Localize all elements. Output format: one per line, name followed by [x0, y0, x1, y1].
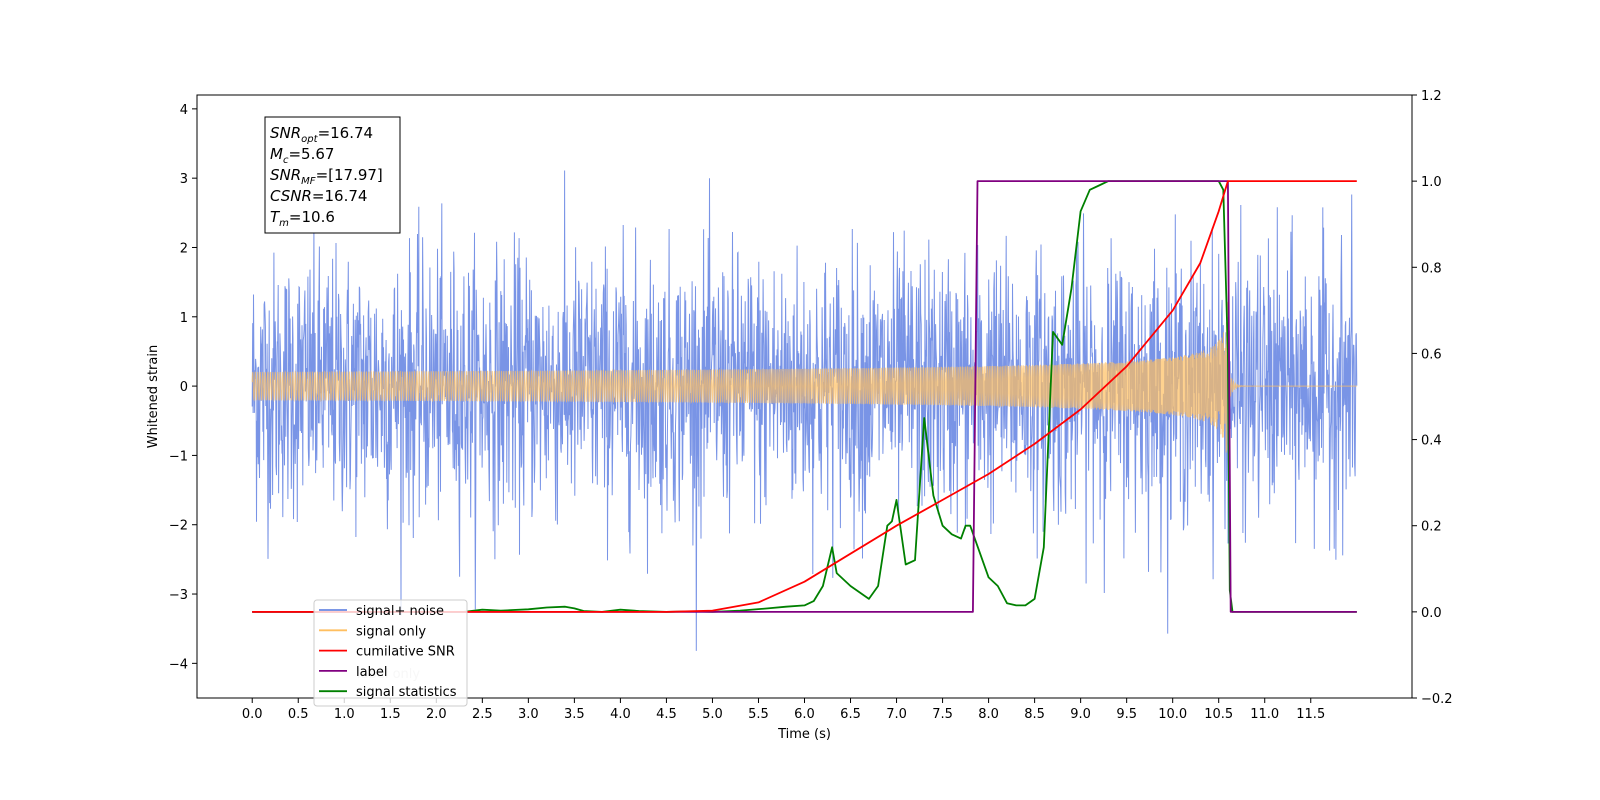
y-tick-label: 3 — [180, 172, 188, 187]
y2-tick-label: 0.4 — [1421, 434, 1442, 449]
annotation-line: Mc=5.67 — [270, 145, 334, 166]
x-tick-label: 8.5 — [1024, 707, 1045, 722]
y2-tick-label: 0.6 — [1421, 347, 1442, 362]
y2-tick-label: 0.0 — [1421, 606, 1442, 621]
metrics-annotation: SNRopt=16.74Mc=5.67SNRMF=[17.97]CSNR=16.… — [264, 116, 401, 234]
cumulative-snr-line — [252, 180, 1357, 613]
x-tick-label: 5.5 — [748, 707, 769, 722]
x-tick-label: 7.5 — [932, 707, 953, 722]
x-tick-label: 5.0 — [702, 707, 723, 722]
y-axis-left: 4 3 2 1 0 −1 −2 −3 −4 — [169, 103, 197, 672]
y-tick-label: 4 — [180, 103, 188, 118]
x-tick-label: 10.0 — [1158, 707, 1187, 722]
x-tick-label: 3.5 — [564, 707, 585, 722]
x-tick-label: 0.5 — [288, 707, 309, 722]
legend-label: cumilative SNR — [356, 645, 455, 660]
x-axis-label: Time (s) — [777, 727, 831, 742]
x-tick-label: 4.5 — [656, 707, 677, 722]
signal-only-series — [251, 301, 1357, 453]
y-axis-label: Whitened strain — [146, 345, 161, 448]
y-tick-label: −3 — [169, 588, 188, 603]
x-tick-label: 11.5 — [1296, 707, 1325, 722]
x-tick-label: 11.0 — [1250, 707, 1279, 722]
annotation-line: SNRopt=16.74 — [270, 124, 373, 145]
y2-tick-label: −0.2 — [1421, 692, 1453, 707]
x-tick-label: 1.5 — [380, 707, 401, 722]
legend-label: signal+ noise — [356, 604, 444, 619]
y-tick-label: 2 — [180, 241, 188, 256]
x-tick-label: 1.0 — [334, 707, 355, 722]
y-tick-label: −2 — [169, 519, 188, 534]
legend-box — [313, 599, 468, 707]
x-tick-label: 6.5 — [840, 707, 861, 722]
legend-label: label — [356, 665, 387, 680]
x-tick-label: 8.0 — [978, 707, 999, 722]
signal-only-line — [251, 301, 1357, 453]
x-tick-label: 0.0 — [242, 707, 263, 722]
y2-tick-label: 0.2 — [1421, 520, 1442, 535]
annotation-box — [264, 116, 401, 234]
y2-tick-label: 1.0 — [1421, 175, 1442, 190]
y2-tick-label: 0.8 — [1421, 261, 1442, 276]
x-tick-label: 4.0 — [610, 707, 631, 722]
x-tick-label: 9.5 — [1116, 707, 1137, 722]
x-axis: 0.0 0.5 1.0 1.5 2.0 2.5 3.0 3.5 4.0 4.5 5.0 5.5 6.0 6… — [242, 698, 1325, 722]
x-tick-label: 2.0 — [426, 707, 447, 722]
x-tick-label: 9.0 — [1070, 707, 1091, 722]
y-tick-label: 1 — [180, 311, 188, 326]
legend-label: signal statistics — [356, 685, 457, 700]
x-tick-label: 2.5 — [472, 707, 493, 722]
label-line — [252, 180, 1357, 613]
x-tick-label: 6.0 — [794, 707, 815, 722]
annotation-line: Tm=10.6 — [270, 208, 335, 229]
right-axis-series — [252, 180, 1357, 613]
x-tick-label: 10.5 — [1204, 707, 1233, 722]
annotation-line: CSNR=16.74 — [270, 187, 367, 205]
y-tick-label: −1 — [169, 449, 188, 464]
y-tick-label: −4 — [169, 657, 188, 672]
x-tick-label: 7.0 — [886, 707, 907, 722]
y-tick-label: 0 — [180, 380, 188, 395]
y-axis-right: 1.2 1.0 0.8 0.6 0.4 0.2 0.0 −0.2 — [1412, 89, 1453, 707]
x-tick-label: 3.0 — [518, 707, 539, 722]
legend-label: signal only — [356, 624, 426, 639]
y2-tick-label: 1.2 — [1421, 89, 1442, 104]
annotation-line: SNRMF=[17.97] — [270, 166, 383, 187]
